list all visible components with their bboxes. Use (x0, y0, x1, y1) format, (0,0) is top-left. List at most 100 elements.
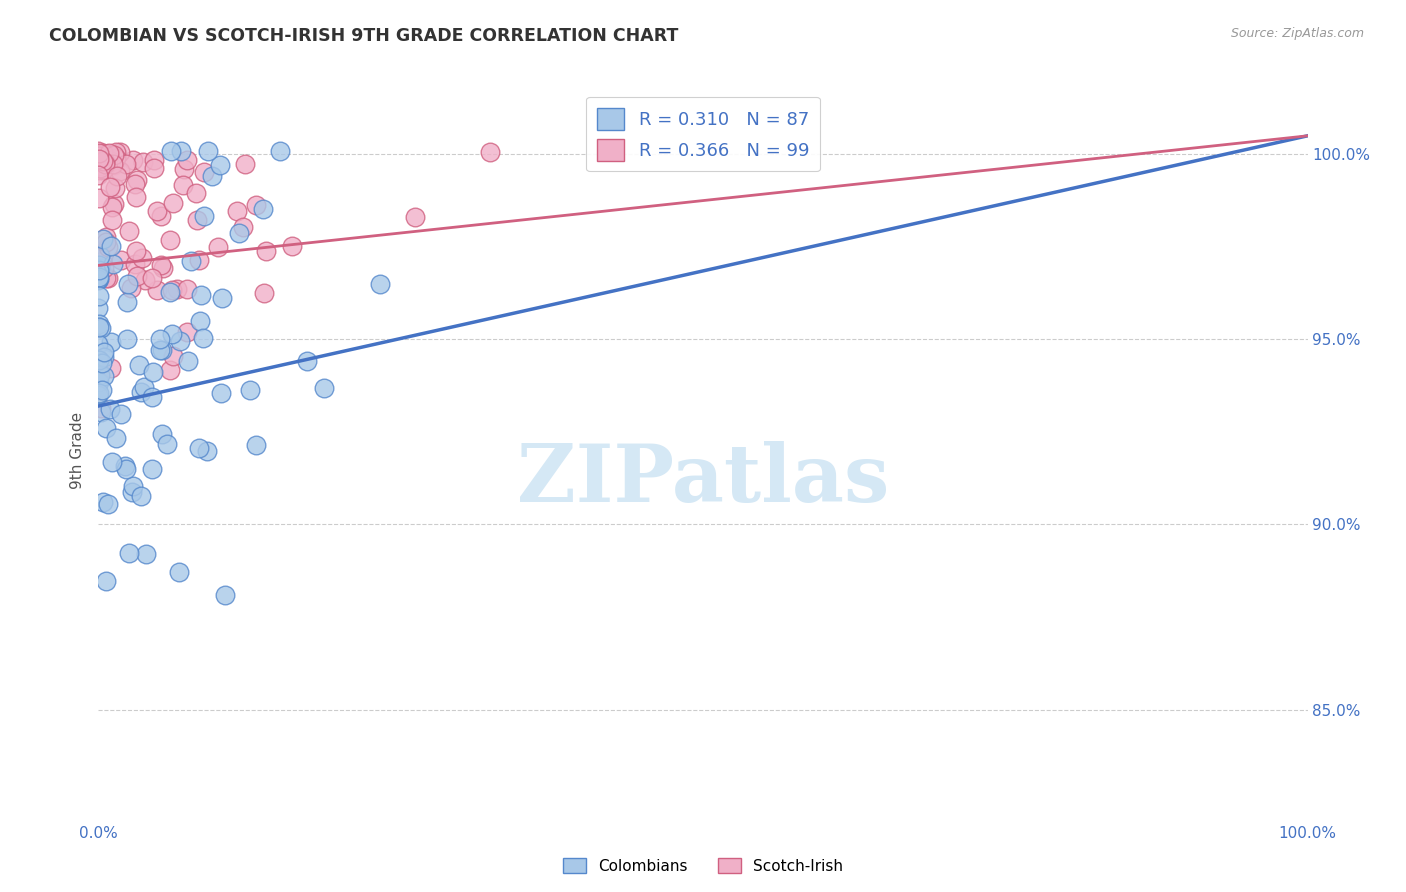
Point (141, 271, 163, 285)
Point (193, 209, 215, 223)
Point (314, 382, 336, 396)
Point (166, 282, 188, 296)
Point (87, 386, 110, 401)
Point (87, 272, 110, 286)
Point (226, 204, 249, 219)
Point (93, 260, 115, 275)
Point (89, 145, 111, 160)
Point (89, 376, 111, 390)
Point (124, 177, 146, 191)
Point (209, 158, 232, 172)
Point (209, 386, 232, 401)
Point (87, 263, 110, 277)
Point (114, 458, 136, 473)
Point (89, 320, 111, 334)
Point (117, 277, 139, 292)
Point (162, 327, 184, 342)
Point (169, 334, 191, 348)
Point (90, 401, 112, 415)
Point (156, 437, 179, 451)
Point (97, 270, 120, 285)
Point (87, 289, 110, 303)
Point (142, 365, 165, 379)
Point (245, 438, 267, 452)
Point (89, 147, 111, 161)
Point (101, 213, 124, 227)
Point (91, 146, 114, 161)
Point (101, 200, 124, 214)
Point (150, 258, 173, 272)
Point (254, 244, 277, 258)
Point (89, 161, 111, 175)
Point (134, 273, 156, 287)
Point (94, 148, 117, 162)
Point (94, 421, 117, 435)
Point (187, 253, 209, 268)
Y-axis label: 9th Grade: 9th Grade (70, 412, 86, 489)
Point (149, 332, 172, 346)
Point (87, 270, 110, 285)
Point (90, 356, 112, 370)
Point (89, 352, 111, 367)
Point (150, 343, 173, 357)
Point (146, 283, 169, 297)
Point (91, 162, 114, 177)
Point (404, 210, 426, 224)
Point (104, 431, 127, 445)
Point (152, 261, 174, 276)
Point (124, 244, 146, 258)
Point (162, 349, 184, 363)
Point (281, 239, 304, 253)
Point (120, 281, 142, 295)
Point (94, 229, 117, 244)
Point (197, 444, 219, 458)
Point (479, 145, 502, 159)
Point (90, 405, 112, 419)
Point (129, 489, 152, 503)
Point (176, 153, 198, 167)
Point (96, 147, 118, 161)
Point (197, 144, 219, 158)
Point (87, 388, 110, 402)
Point (228, 226, 250, 240)
Point (104, 151, 127, 165)
Point (87, 191, 110, 205)
Point (252, 286, 274, 301)
Point (128, 358, 150, 372)
Point (89, 249, 111, 263)
Point (211, 291, 233, 305)
Point (115, 295, 138, 310)
Point (135, 547, 157, 561)
Point (207, 240, 229, 254)
Point (93, 345, 115, 359)
Point (124, 257, 146, 271)
Point (103, 158, 125, 172)
Point (87, 258, 110, 272)
Point (122, 479, 145, 493)
Point (150, 427, 173, 442)
Point (173, 161, 195, 176)
Point (96, 150, 118, 164)
Point (201, 169, 224, 183)
Point (108, 164, 131, 178)
Point (97, 145, 120, 160)
Point (87, 152, 110, 166)
Point (100, 239, 122, 253)
Point (190, 288, 212, 302)
Point (188, 314, 211, 328)
Point (89, 261, 111, 276)
Point (93, 149, 115, 163)
Point (131, 384, 153, 399)
Point (87, 272, 110, 286)
Point (100, 360, 122, 375)
Point (93, 369, 115, 384)
Point (89, 246, 111, 260)
Point (100, 154, 122, 169)
Point (91, 383, 114, 397)
Point (93, 153, 115, 168)
Point (87, 301, 110, 315)
Point (89, 159, 111, 173)
Point (143, 153, 166, 167)
Point (87, 149, 110, 163)
Point (93, 162, 115, 177)
